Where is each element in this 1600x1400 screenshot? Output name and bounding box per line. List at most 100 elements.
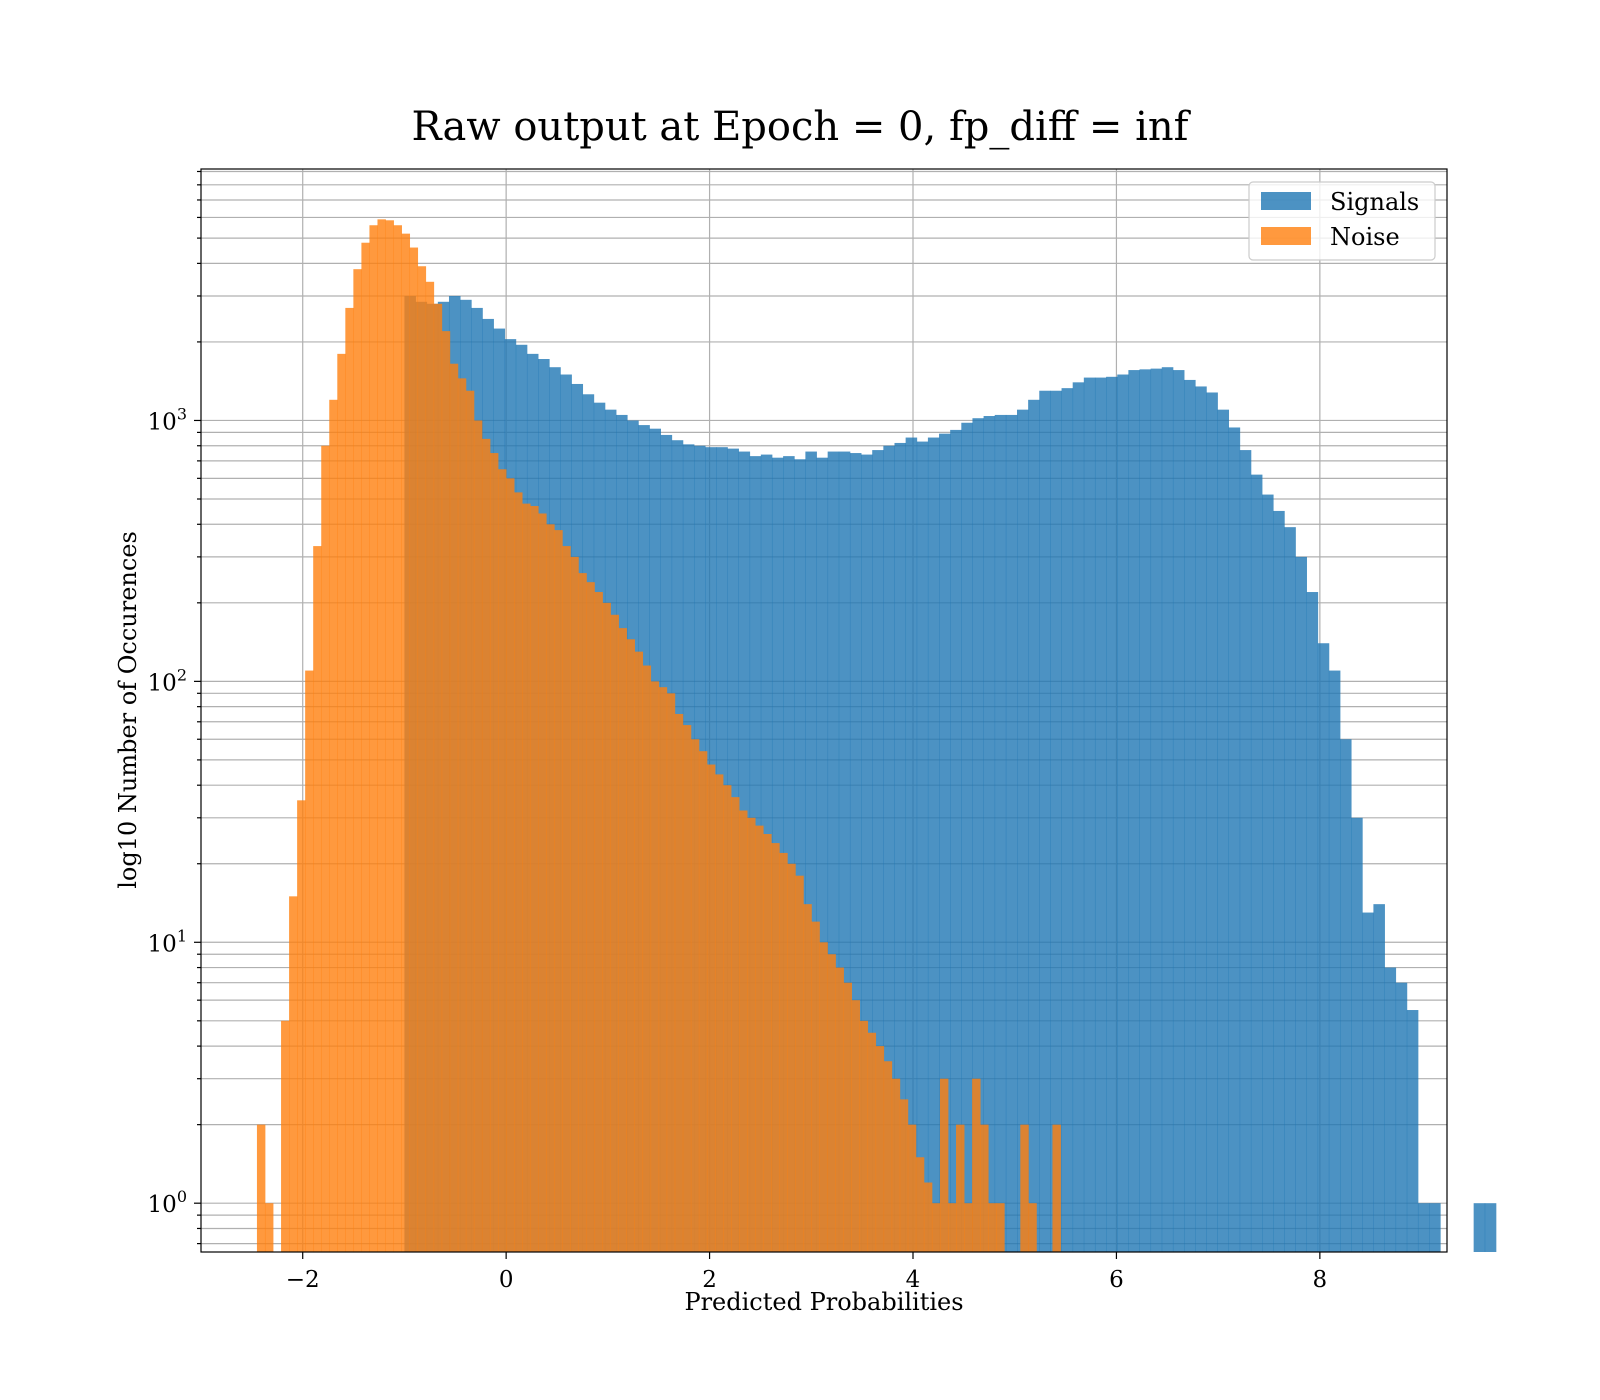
histogram-bar-noise xyxy=(634,651,644,1252)
histogram-bar-signals xyxy=(849,453,862,1252)
histogram-bar-noise xyxy=(297,800,306,1252)
histogram-bar-signals xyxy=(994,414,1007,1252)
x-tick-label: 6 xyxy=(1109,1267,1124,1293)
histogram-bar-signals xyxy=(1150,368,1163,1252)
histogram-bar-signals xyxy=(1172,370,1185,1252)
histogram-bar-noise xyxy=(714,774,724,1252)
histogram-bar-signals xyxy=(1050,390,1062,1253)
histogram-bar-signals xyxy=(1228,427,1241,1252)
histogram-bar-noise xyxy=(425,281,435,1253)
histogram-bar-signals xyxy=(1273,510,1285,1252)
histogram-bar-signals xyxy=(1295,556,1307,1252)
histogram-bar-signals xyxy=(1028,399,1040,1252)
histogram-bar-noise xyxy=(867,1032,877,1252)
histogram-bar-noise xyxy=(972,1078,981,1252)
histogram-bar-signals xyxy=(894,442,907,1253)
histogram-bar-noise xyxy=(843,982,852,1252)
histogram-bar-signals xyxy=(1139,369,1152,1252)
histogram-bar-noise xyxy=(305,670,314,1252)
histogram-bar-signals xyxy=(972,418,984,1253)
legend-swatch-noise xyxy=(1261,227,1311,245)
histogram-bar-noise xyxy=(506,478,515,1252)
histogram-bar-noise xyxy=(939,1078,949,1252)
histogram-bar-signals xyxy=(1417,1203,1430,1252)
histogram-bar-signals xyxy=(1083,377,1096,1252)
histogram-bar-noise xyxy=(417,266,427,1252)
x-tick-label: 4 xyxy=(906,1267,921,1293)
histogram-bar-signals xyxy=(1284,527,1296,1252)
histogram-bar-signals xyxy=(1351,817,1363,1252)
histogram-bar-noise xyxy=(538,513,547,1252)
histogram-bar-noise xyxy=(562,546,571,1252)
x-tick-label: 2 xyxy=(702,1267,717,1293)
x-tick-label: 8 xyxy=(1313,1267,1328,1293)
histogram-bar-noise xyxy=(457,378,467,1252)
histogram-bar-signals xyxy=(1106,376,1118,1252)
histogram-bar-signals xyxy=(927,437,940,1252)
histogram-bar-signals xyxy=(1328,670,1341,1252)
histogram-bar-noise xyxy=(739,810,748,1252)
histogram-bar-noise xyxy=(321,445,330,1252)
histogram-bar-noise xyxy=(522,503,531,1252)
histogram-bar-signals xyxy=(1072,382,1085,1252)
histogram-bar-signals xyxy=(861,454,873,1252)
histogram-bar-noise xyxy=(851,1000,860,1252)
histogram-bar-noise xyxy=(787,863,796,1252)
histogram-bar-signals xyxy=(1195,386,1207,1252)
histogram-bar-noise xyxy=(811,921,820,1252)
histogram-bar-noise xyxy=(498,469,507,1252)
histogram-bar-noise xyxy=(377,219,386,1253)
histogram-bar-signals xyxy=(1017,409,1029,1252)
histogram-bar-signals xyxy=(1384,967,1397,1252)
histogram-bar-noise xyxy=(642,665,652,1252)
histogram-bar-noise xyxy=(923,1182,933,1252)
histogram-bar-signals xyxy=(1217,409,1230,1252)
histogram-bar-noise xyxy=(409,247,419,1253)
histogram-bar-signals xyxy=(1429,1203,1441,1252)
histogram-bar-noise xyxy=(369,225,378,1252)
histogram-bar-noise xyxy=(819,942,828,1252)
histogram-bar-noise xyxy=(827,954,836,1252)
histogram-bar-noise xyxy=(875,1046,885,1252)
histogram-bar-signals xyxy=(1250,474,1263,1252)
histogram-bar-signals xyxy=(1128,370,1140,1252)
legend: Signals Noise xyxy=(1248,181,1436,261)
histogram-bar-signals xyxy=(1484,1203,1497,1252)
histogram-bar-noise xyxy=(795,875,804,1252)
histogram-bar-signals xyxy=(905,437,918,1252)
histogram-bar-noise xyxy=(441,331,451,1252)
histogram-bar-noise xyxy=(988,1203,997,1252)
histogram-bar-noise xyxy=(586,582,595,1252)
histogram-bar-signals xyxy=(1362,912,1374,1252)
histogram-bar-noise xyxy=(706,764,716,1252)
histogram-bar-noise xyxy=(361,242,370,1252)
histogram-bar-noise xyxy=(755,825,764,1252)
histogram-bar-signals xyxy=(1395,982,1408,1252)
histogram-bar-noise xyxy=(570,556,579,1252)
histogram-bar-noise xyxy=(329,399,338,1252)
histogram-bar-noise xyxy=(899,1099,909,1252)
histogram-bar-signals xyxy=(1005,414,1018,1252)
y-tick-label: 100 xyxy=(148,1187,187,1218)
histogram-bar-noise xyxy=(763,834,772,1252)
histogram-bar-signals xyxy=(1239,450,1252,1252)
histogram-bar-signals xyxy=(950,429,962,1252)
histogram-bar-signals xyxy=(1473,1203,1486,1252)
histogram-bar-signals xyxy=(883,445,895,1252)
histogram-bar-noise xyxy=(449,363,459,1253)
histogram-bar-signals xyxy=(916,441,929,1252)
histogram-bar-noise xyxy=(1052,1124,1061,1252)
histogram-bar-noise xyxy=(433,303,443,1252)
histogram-bar-noise xyxy=(931,1203,941,1252)
histogram-bar-noise xyxy=(337,353,346,1253)
x-tick-label: 0 xyxy=(499,1267,514,1293)
histogram-bar-noise xyxy=(546,524,555,1252)
histogram-bar-noise xyxy=(618,628,627,1252)
y-tick-label: 103 xyxy=(148,404,187,435)
histogram-bar-noise xyxy=(779,852,788,1252)
histogram-bar-noise xyxy=(554,530,563,1252)
histogram-bar-noise xyxy=(650,681,660,1252)
tick-labels: −2 0 2 4 6 8 100 101 102 103 xyxy=(148,404,1328,1293)
histogram-bar-noise xyxy=(907,1124,917,1252)
